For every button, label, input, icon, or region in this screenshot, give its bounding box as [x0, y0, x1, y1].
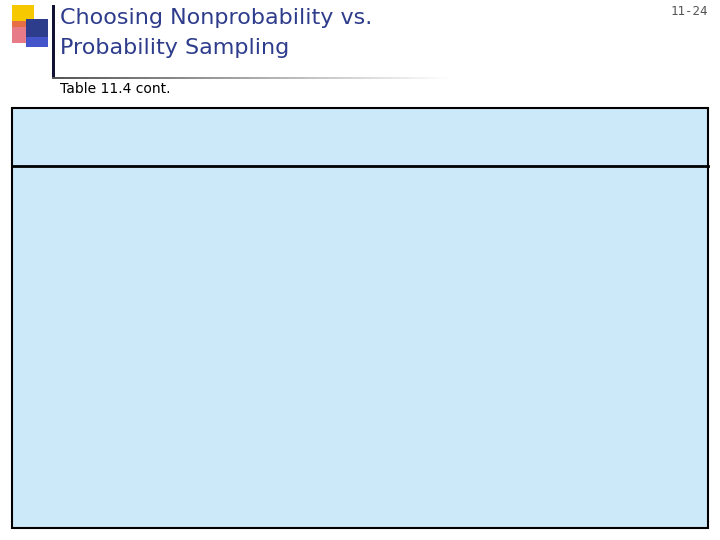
Bar [26, 19, 48, 41]
Text: Choosing Nonprobability vs.: Choosing Nonprobability vs. [60, 8, 372, 28]
Bar [0, 0, 720, 108]
Bar [52, 5, 55, 77]
Bar [12, 21, 34, 43]
Bar [12, 108, 708, 528]
Bar [12, 5, 34, 27]
Text: Table 11.4 cont.: Table 11.4 cont. [60, 82, 171, 96]
Text: Probability Sampling: Probability Sampling [60, 38, 289, 58]
Text: 11-24: 11-24 [670, 5, 708, 18]
Bar [26, 37, 48, 47]
